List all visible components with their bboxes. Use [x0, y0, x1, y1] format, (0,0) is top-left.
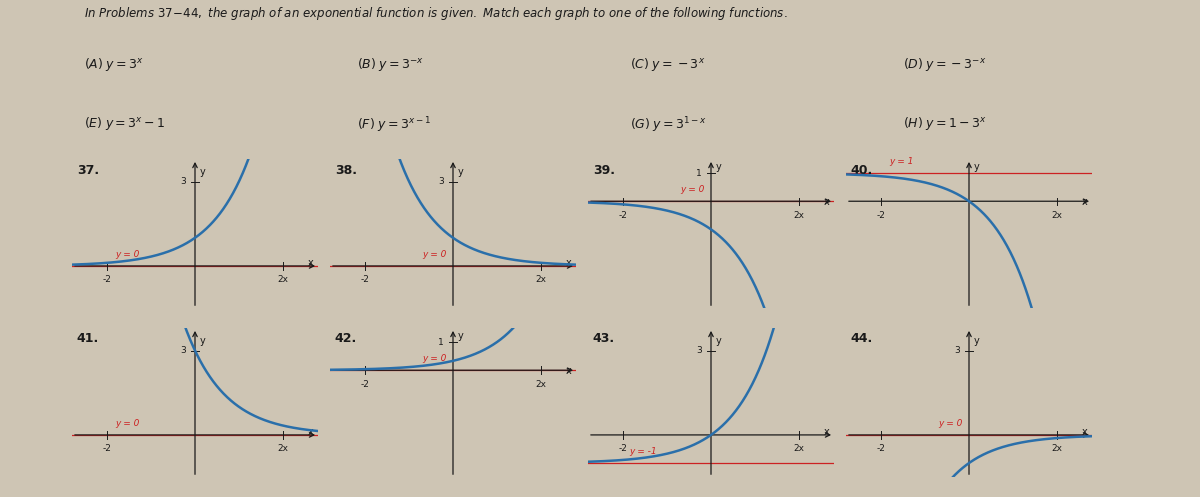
Text: x: x — [308, 427, 314, 437]
Text: y = 0: y = 0 — [938, 419, 962, 428]
Text: 3: 3 — [438, 177, 444, 186]
Text: -2: -2 — [619, 211, 628, 220]
Text: y: y — [200, 335, 205, 345]
Text: y: y — [200, 166, 205, 176]
Text: y = 0: y = 0 — [115, 419, 139, 428]
Text: 1: 1 — [696, 168, 702, 177]
Text: 2x: 2x — [1051, 444, 1062, 453]
Text: 40.: 40. — [851, 164, 874, 176]
Text: -2: -2 — [877, 211, 886, 220]
Text: y = 0: y = 0 — [422, 354, 446, 363]
Text: y = 0: y = 0 — [422, 250, 446, 259]
Text: x: x — [308, 258, 314, 268]
Text: 1: 1 — [438, 337, 444, 346]
Text: 37.: 37. — [77, 164, 100, 176]
Text: -2: -2 — [619, 444, 628, 453]
Text: 3: 3 — [180, 346, 186, 355]
Text: 3: 3 — [696, 346, 702, 355]
Text: y = 0: y = 0 — [680, 185, 704, 194]
Text: $(H)\;y = 1 - 3^x$: $(H)\;y = 1 - 3^x$ — [904, 115, 986, 132]
Text: 39.: 39. — [593, 164, 614, 176]
Text: y: y — [716, 335, 721, 345]
Text: $(F)\;y = 3^{x-1}$: $(F)\;y = 3^{x-1}$ — [358, 115, 431, 135]
Text: 42.: 42. — [335, 332, 358, 345]
Text: $(D)\;y = -3^{-x}$: $(D)\;y = -3^{-x}$ — [904, 56, 986, 73]
Text: 38.: 38. — [335, 164, 356, 176]
Text: 2x: 2x — [1051, 211, 1062, 220]
Text: $(E)\;y = 3^x - 1$: $(E)\;y = 3^x - 1$ — [84, 115, 166, 132]
Text: $\it{In\ Problems\ 37\!-\!44,\ the\ graph\ of\ an\ exponential\ function\ is\ gi: $\it{In\ Problems\ 37\!-\!44,\ the\ grap… — [84, 5, 787, 22]
Text: 2x: 2x — [535, 275, 546, 284]
Text: -2: -2 — [361, 380, 370, 389]
Text: $(C)\;y = -3^x$: $(C)\;y = -3^x$ — [630, 56, 706, 73]
Text: x: x — [1082, 427, 1088, 437]
Text: 2x: 2x — [535, 380, 546, 389]
Text: -2: -2 — [877, 444, 886, 453]
Text: 44.: 44. — [851, 332, 874, 345]
Text: y = 0: y = 0 — [115, 250, 139, 259]
Text: -2: -2 — [361, 275, 370, 284]
Text: 2x: 2x — [793, 444, 804, 453]
Text: 3: 3 — [954, 346, 960, 355]
Text: $(G)\;y = 3^{1-x}$: $(G)\;y = 3^{1-x}$ — [630, 115, 707, 135]
Text: x: x — [566, 258, 572, 268]
Text: x: x — [824, 197, 830, 207]
Text: y = 1: y = 1 — [889, 157, 913, 166]
Text: y: y — [974, 335, 979, 345]
Text: y = -1: y = -1 — [630, 447, 658, 456]
Text: $(A)\;y = 3^x$: $(A)\;y = 3^x$ — [84, 56, 144, 73]
Text: 2x: 2x — [793, 211, 804, 220]
Text: x: x — [1082, 197, 1088, 207]
Text: 2x: 2x — [277, 275, 288, 284]
Text: -2: -2 — [103, 275, 112, 284]
Text: 41.: 41. — [77, 332, 100, 345]
Text: x: x — [824, 427, 830, 437]
Text: x: x — [566, 366, 572, 376]
Text: y: y — [716, 162, 721, 172]
Text: y: y — [974, 162, 979, 172]
Text: y: y — [458, 331, 463, 341]
Text: y: y — [458, 166, 463, 176]
Text: 2x: 2x — [277, 444, 288, 453]
Text: 43.: 43. — [593, 332, 616, 345]
Text: -2: -2 — [103, 444, 112, 453]
Text: $(B)\;y = 3^{-x}$: $(B)\;y = 3^{-x}$ — [358, 56, 424, 73]
Text: 3: 3 — [180, 177, 186, 186]
